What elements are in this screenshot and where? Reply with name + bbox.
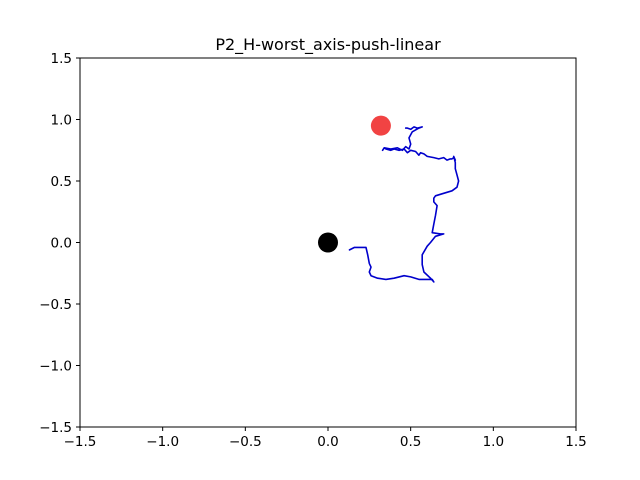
x-tick-label: 0.0	[317, 434, 338, 450]
trajectory-line-0	[348, 126, 460, 283]
y-tick-label: 1.0	[51, 113, 72, 129]
x-tick-label: −0.5	[229, 434, 262, 450]
x-tick-label: −1.5	[64, 434, 97, 450]
start-marker	[318, 232, 338, 253]
x-tick-label: −1.0	[146, 434, 179, 450]
y-tick-label: 0.5	[51, 174, 72, 190]
y-tick-label: −1.5	[39, 420, 72, 436]
goal-marker	[370, 115, 391, 136]
axis-ticks: −1.5 −1.0 −0.5 0.0 0.5 1.0 1.5 −1.5 −1.0 −0.5 0.0 0…	[39, 51, 587, 450]
y-tick-label: 1.5	[51, 51, 72, 67]
x-tick-label: 1.0	[483, 434, 504, 450]
x-tick-label: 0.5	[400, 434, 421, 450]
y-tick-label: −1.0	[39, 359, 72, 375]
plot-area	[318, 115, 460, 283]
x-tick-label: 1.5	[565, 434, 586, 450]
y-tick-label: 0.0	[51, 236, 72, 252]
y-tick-label: −0.5	[39, 297, 72, 313]
chart-title: P2_H-worst_axis-push-linear	[215, 35, 441, 55]
